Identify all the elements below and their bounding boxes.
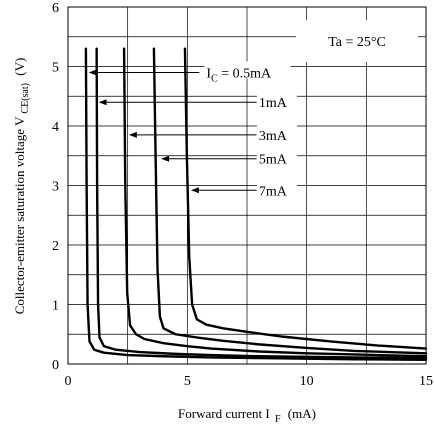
x-tick-label: 10: [300, 374, 314, 389]
series-label: 7mA: [259, 184, 288, 199]
series-label-background: [256, 91, 297, 109]
condition-label-background: [296, 20, 418, 62]
series-label-background: [256, 123, 297, 141]
plot-frame: [67, 6, 427, 365]
y-tick-label: 2: [52, 239, 59, 254]
x-axis-title: Forward current I F (mA): [178, 406, 316, 425]
x-axis-title-unit: (mA): [288, 406, 316, 421]
plot-frame-layer: [67, 6, 427, 365]
y-tick-label: 3: [52, 180, 59, 195]
curve-series-4: [152, 47, 428, 355]
curve-series-5: [183, 47, 428, 350]
curve-series-1: [84, 47, 428, 362]
arrow-head-icon: [128, 131, 137, 138]
series-label: 1mA: [259, 96, 288, 111]
x-tick-label: 0: [65, 374, 72, 389]
x-axis-title-subscript: F: [275, 414, 281, 425]
tick-label-layer: 0 5 10 15 0 1 2 3 4 5 6: [52, 1, 433, 389]
y-tick-label: 5: [52, 61, 59, 76]
series-label: 3mA: [259, 129, 288, 144]
series-label-background: [204, 61, 291, 79]
curve-series-3: [122, 47, 428, 358]
series-label-prefix: I: [206, 66, 211, 81]
condition-label: Ta = 25°C: [328, 35, 386, 50]
series-label: 5mA: [259, 153, 288, 168]
x-tick-label: 15: [419, 374, 433, 389]
x-axis-title-main: Forward current I: [178, 406, 270, 421]
grid-layer: [68, 7, 426, 364]
y-tick-label: 0: [52, 358, 59, 373]
series-label-background: [256, 147, 297, 165]
curve-series-2: [95, 47, 428, 360]
y-axis-title-subscript: CE(sat): [20, 83, 31, 114]
series-label: IC = 0.5mA: [206, 66, 272, 84]
y-tick-label: 1: [52, 299, 59, 314]
y-tick-label: 4: [52, 120, 59, 135]
arrow-head-icon: [190, 187, 199, 194]
arrow-head-icon: [88, 69, 97, 76]
x-tick-label: 5: [184, 374, 191, 389]
curve-layer: [84, 47, 428, 362]
y-tick-label: 6: [52, 1, 59, 16]
y-axis-title-main: Collector-emitter saturation voltage V: [12, 116, 27, 314]
series-label-subscript: C: [211, 73, 218, 84]
arrow-head-icon: [98, 99, 107, 106]
arrow-head-icon: [161, 155, 170, 162]
annotation-layer: Ta = 25°C IC = 0.5mA 1mA 3mA 5mA 7mA: [88, 20, 418, 199]
y-axis-title: Collector-emitter saturation voltage V C…: [12, 58, 31, 315]
series-label-value: = 0.5mA: [218, 66, 272, 81]
series-label-background: [256, 179, 297, 197]
y-axis-title-unit: (V): [12, 58, 27, 76]
